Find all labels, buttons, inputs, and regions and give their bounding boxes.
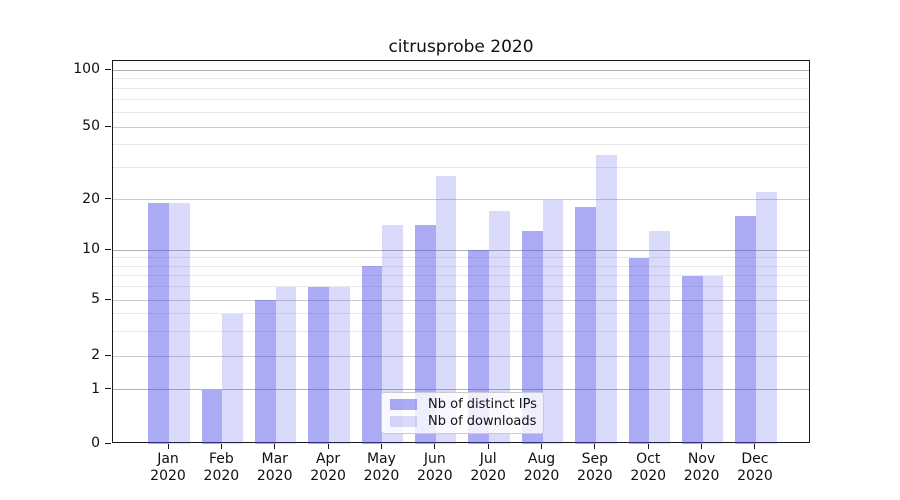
bar-nb-of-downloads-jul xyxy=(489,211,510,444)
y-tick-label-2: 2 xyxy=(91,347,100,363)
y-tick-mark-5 xyxy=(105,298,111,300)
bar-nb-of-distinct-ips-feb xyxy=(201,389,223,444)
y-grid-line-10 xyxy=(113,249,809,251)
y-tick-label-1: 1 xyxy=(91,380,100,397)
y-grid-line-2 xyxy=(113,355,809,357)
bar-nb-of-downloads-aug xyxy=(542,199,564,444)
bar-nb-of-distinct-ips-nov xyxy=(681,275,703,444)
y-tick-mark-1 xyxy=(105,388,111,389)
y-grid-line-60 xyxy=(113,111,809,113)
x-tick-mark-feb xyxy=(220,444,222,449)
bar-nb-of-downloads-jun xyxy=(435,175,457,444)
y-tick-label-50: 50 xyxy=(82,118,100,134)
y-tick-label-100: 100 xyxy=(73,61,100,77)
y-grid-line-20 xyxy=(113,199,809,200)
y-tick-mark-100 xyxy=(105,68,111,70)
y-grid-line-100 xyxy=(113,69,809,71)
x-tick-label-oct: Oct 2020 xyxy=(630,451,667,484)
x-tick-mark-aug xyxy=(541,444,543,449)
bar-nb-of-downloads-nov xyxy=(702,275,724,444)
bar-nb-of-downloads-sep xyxy=(595,155,617,444)
x-tick-mark-apr xyxy=(327,444,329,449)
bar-nb-of-downloads-dec xyxy=(755,191,777,444)
y-grid-line-6 xyxy=(113,286,809,288)
downloads-swatch-icon xyxy=(390,416,417,427)
legend-label-distinct-ips: Nb of distinct IPs xyxy=(428,397,537,412)
y-grid-line-1 xyxy=(113,389,809,390)
y-tick-mark-50 xyxy=(105,125,111,127)
x-tick-mark-may xyxy=(380,444,382,449)
x-tick-label-apr: Apr 2020 xyxy=(310,451,346,484)
chart-title: citrusprobe 2020 xyxy=(388,37,534,57)
y-grid-line-9 xyxy=(113,257,809,259)
x-tick-label-feb: Feb 2020 xyxy=(203,451,240,484)
bar-nb-of-distinct-ips-sep xyxy=(575,207,596,444)
legend: Nb of distinct IPs Nb of downloads xyxy=(381,392,544,434)
legend-item-distinct-ips: Nb of distinct IPs xyxy=(390,397,537,412)
x-tick-mark-jun xyxy=(434,444,436,449)
x-tick-label-jul: Jul 2020 xyxy=(470,451,506,484)
x-tick-mark-sep xyxy=(594,444,596,449)
x-tick-label-sep: Sep 2020 xyxy=(577,451,613,484)
legend-label-downloads: Nb of downloads xyxy=(428,414,537,429)
distinct-ips-swatch-icon xyxy=(390,399,417,410)
y-grid-line-5 xyxy=(113,299,809,301)
y-tick-mark-0 xyxy=(105,442,111,444)
y-grid-line-8 xyxy=(113,265,809,267)
bar-nb-of-distinct-ips-may xyxy=(361,266,383,444)
y-grid-line-90 xyxy=(113,78,809,80)
bar-nb-of-downloads-apr xyxy=(329,286,350,444)
y-grid-line-40 xyxy=(113,144,809,146)
y-tick-mark-20 xyxy=(105,198,111,199)
plot-area xyxy=(112,59,810,444)
y-grid-line-3 xyxy=(113,330,809,332)
x-tick-label-mar: Mar 2020 xyxy=(256,451,293,484)
bar-nb-of-distinct-ips-mar xyxy=(255,300,276,444)
y-tick-label-5: 5 xyxy=(91,291,100,307)
bar-nb-of-downloads-mar xyxy=(275,286,297,444)
y-grid-line-30 xyxy=(113,166,809,168)
y-grid-line-80 xyxy=(113,87,809,89)
x-tick-mark-mar xyxy=(274,444,276,449)
y-grid-line-70 xyxy=(113,98,809,100)
x-tick-label-dec: Dec 2020 xyxy=(737,451,773,484)
x-tick-label-aug: Aug 2020 xyxy=(523,451,560,484)
y-grid-line-4 xyxy=(113,313,809,315)
bar-nb-of-distinct-ips-oct xyxy=(628,257,650,444)
bar-nb-of-downloads-oct xyxy=(649,230,670,444)
y-grid-line-50 xyxy=(113,126,809,128)
x-tick-mark-dec xyxy=(754,444,756,449)
x-tick-label-jun: Jun 2020 xyxy=(416,451,453,484)
y-tick-mark-10 xyxy=(105,248,111,250)
bar-nb-of-downloads-jan xyxy=(169,203,190,444)
bar-nb-of-downloads-may xyxy=(382,225,404,444)
x-tick-mark-jul xyxy=(487,444,489,449)
y-tick-label-10: 10 xyxy=(82,241,100,257)
y-tick-label-0: 0 xyxy=(91,435,100,451)
x-tick-label-nov: Nov 2020 xyxy=(683,451,720,484)
bar-nb-of-distinct-ips-aug xyxy=(521,230,543,444)
bar-nb-of-distinct-ips-dec xyxy=(735,215,756,444)
x-tick-mark-oct xyxy=(647,444,649,449)
legend-item-downloads: Nb of downloads xyxy=(390,414,537,429)
y-tick-label-20: 20 xyxy=(82,190,100,207)
x-tick-label-jan: Jan 2020 xyxy=(150,451,186,484)
x-tick-label-may: May 2020 xyxy=(363,451,400,484)
bar-nb-of-distinct-ips-jun xyxy=(415,225,436,444)
x-tick-mark-nov xyxy=(701,444,703,449)
y-tick-mark-2 xyxy=(105,354,111,356)
bar-nb-of-distinct-ips-apr xyxy=(308,286,330,444)
x-tick-mark-jan xyxy=(167,444,169,449)
bar-nb-of-distinct-ips-jan xyxy=(148,203,169,444)
y-grid-line-7 xyxy=(113,275,809,277)
bar-nb-of-downloads-feb xyxy=(222,313,244,444)
